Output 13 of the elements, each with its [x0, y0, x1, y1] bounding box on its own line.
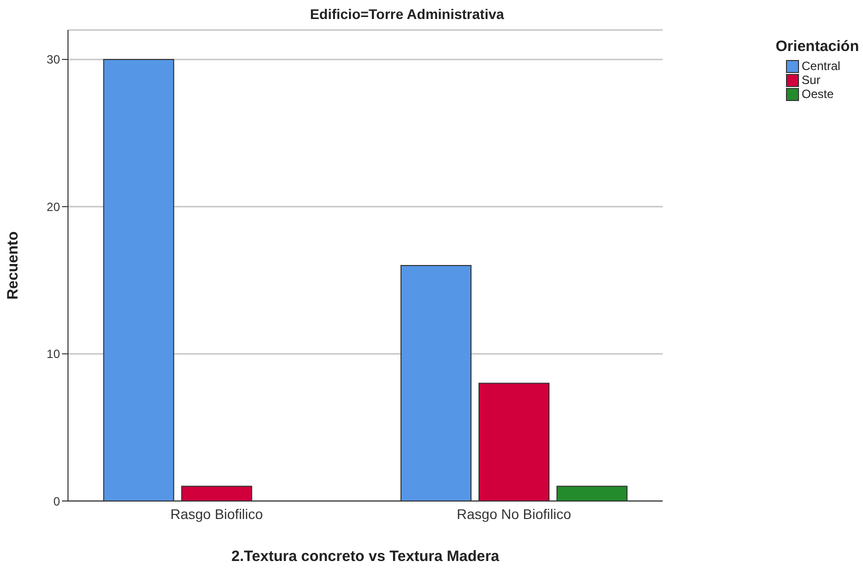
y-tick-label: 0	[53, 494, 60, 508]
y-tick-label: 20	[46, 200, 60, 214]
x-axis-title: 2.Textura concreto vs Textura Madera	[231, 548, 500, 565]
y-axis-title: Recuento	[4, 231, 22, 300]
y-tick-label: 30	[46, 52, 60, 67]
legend-label: Sur	[800, 73, 822, 87]
x-tick-label: Rasgo Biofilico	[170, 506, 264, 522]
chart-title: Edificio=Torre Administrativa	[308, 6, 506, 22]
y-tick-label: 10	[46, 347, 60, 362]
legend-label: Oeste	[800, 87, 835, 101]
x-tick-label: Rasgo No Biofilico	[456, 506, 572, 522]
legend-title: Orientación	[776, 38, 859, 55]
legend-label: Central	[800, 59, 842, 73]
